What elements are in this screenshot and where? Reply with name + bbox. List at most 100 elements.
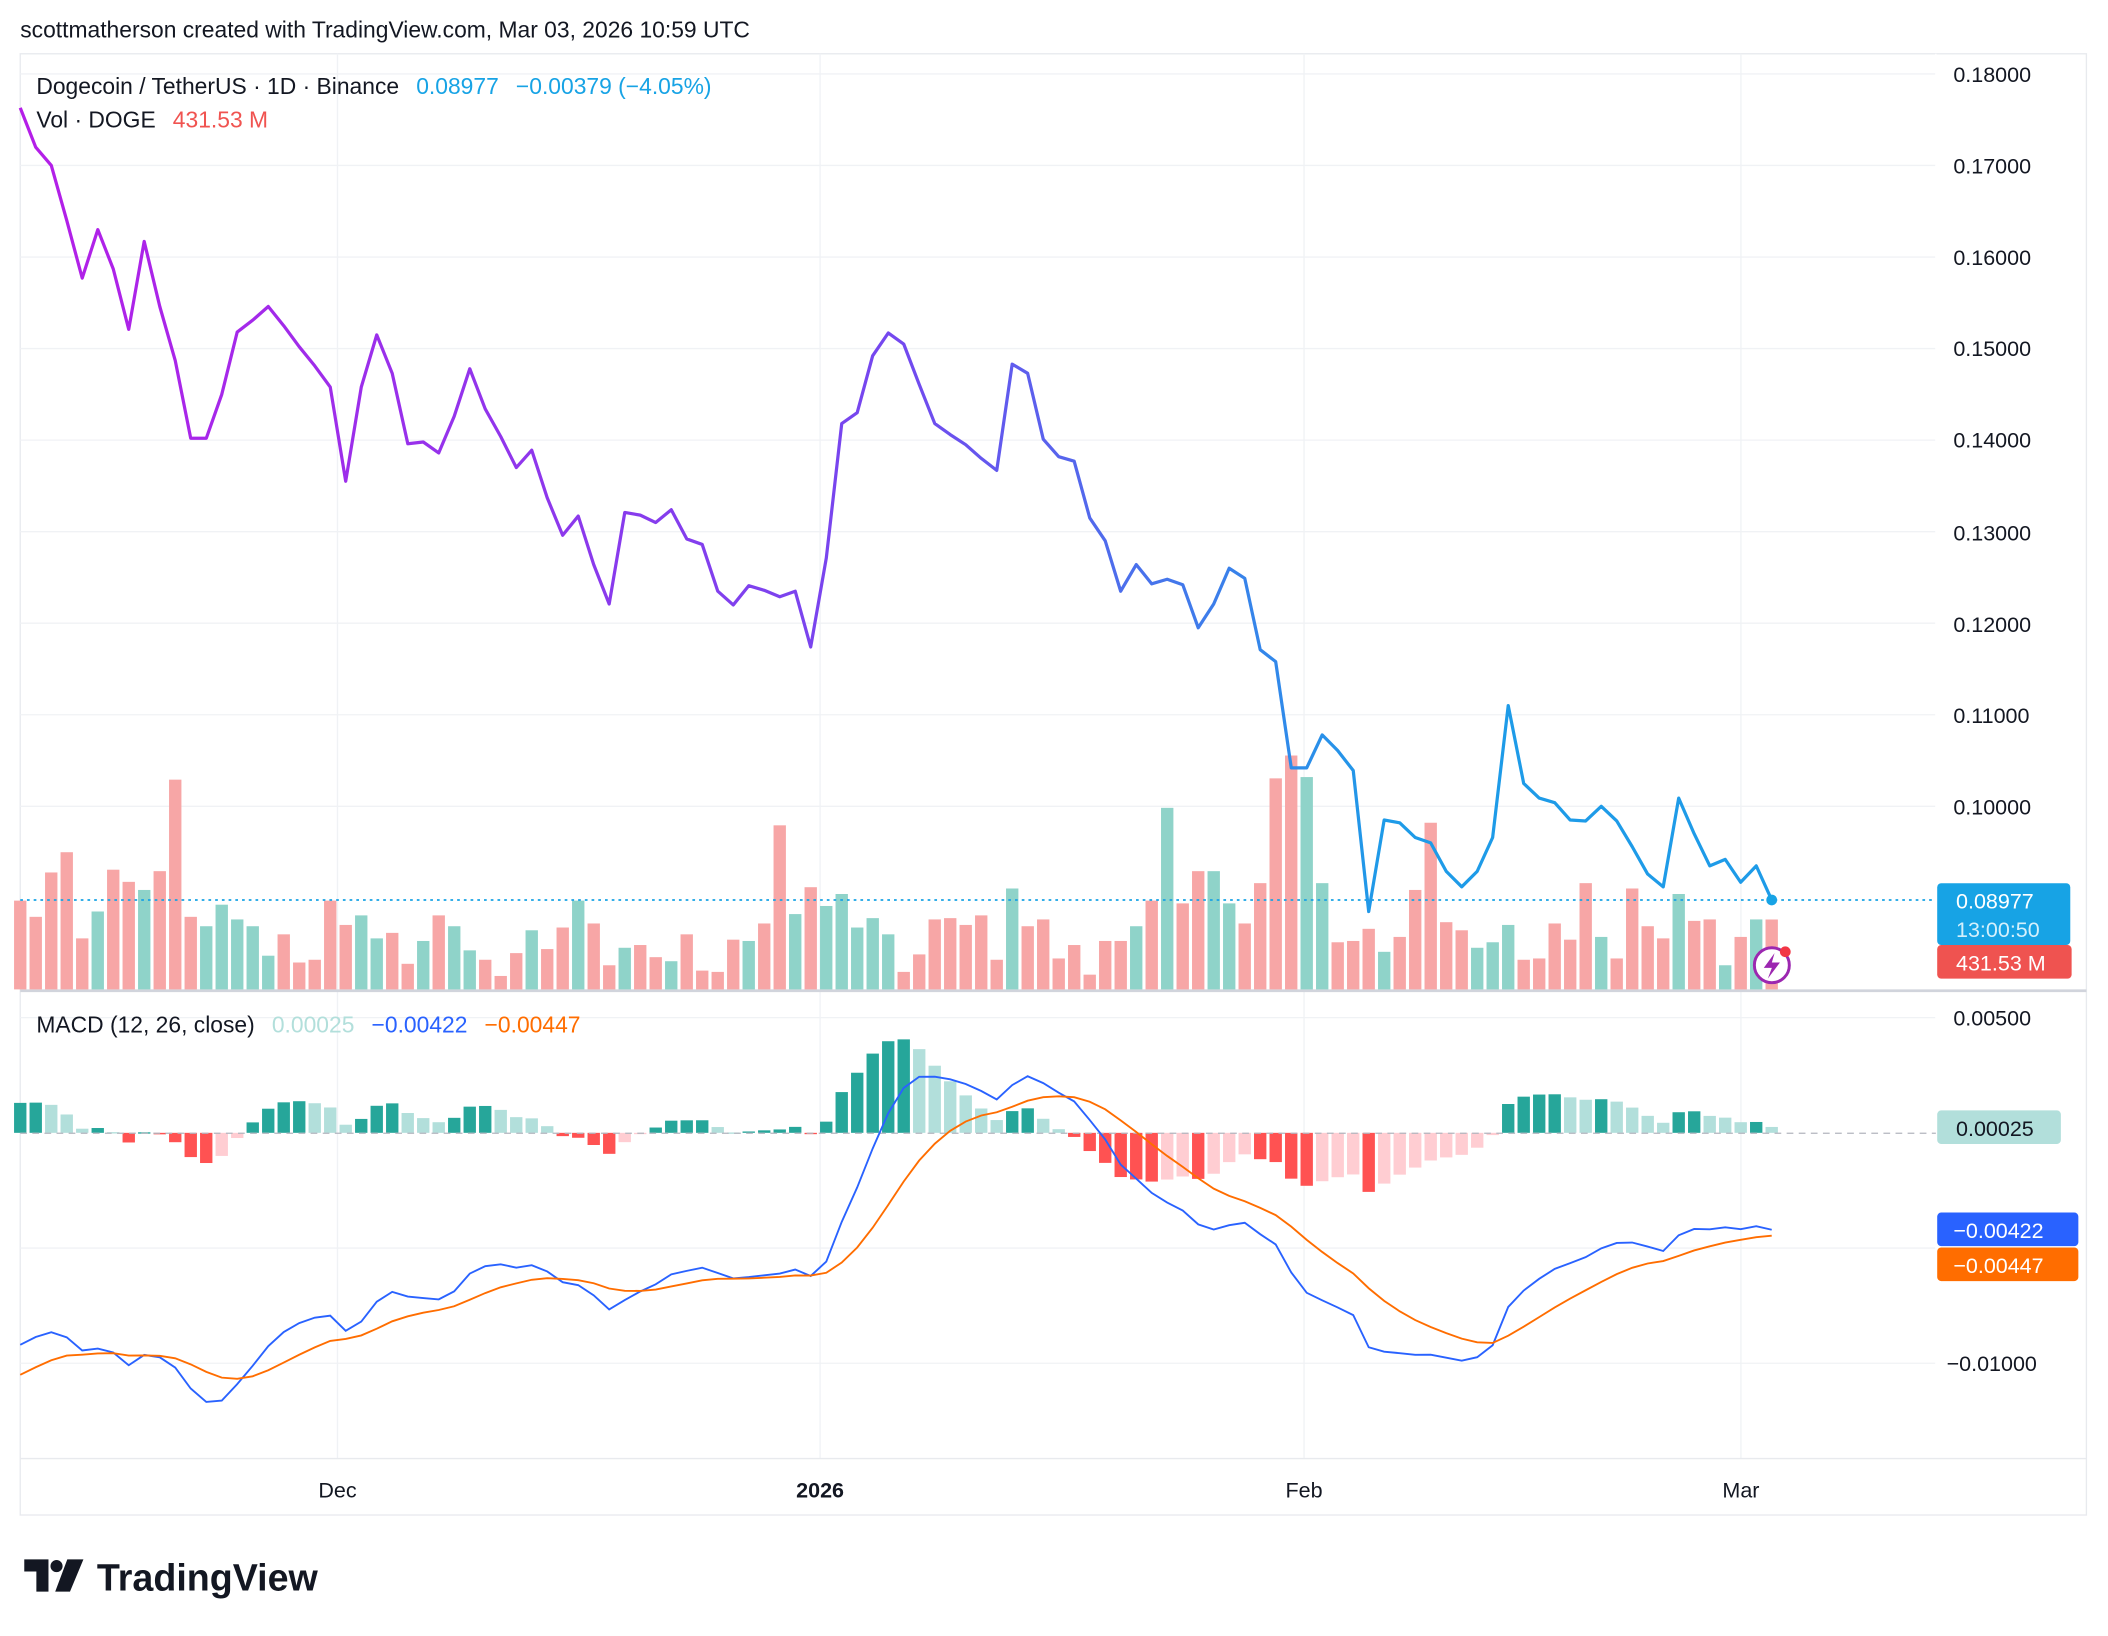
histogram-bar bbox=[587, 1132, 600, 1145]
volume-bar bbox=[1471, 947, 1484, 990]
histogram-bar bbox=[742, 1131, 755, 1133]
hist-label: 0.00025 bbox=[1937, 1110, 2061, 1144]
histogram-bar bbox=[1455, 1132, 1468, 1155]
macd-axis[interactable]: 0.00500 −0.01000 bbox=[1947, 1007, 2037, 1376]
histogram-bar bbox=[1750, 1121, 1763, 1133]
volume-bar bbox=[1564, 939, 1577, 990]
histogram-bar bbox=[200, 1132, 213, 1164]
histogram-bar bbox=[1595, 1099, 1608, 1133]
histogram-bar bbox=[1610, 1101, 1623, 1133]
time-axis[interactable]: Dec 2026 Feb Mar bbox=[318, 1479, 1759, 1503]
hist-label-text: 0.00025 bbox=[1956, 1117, 2034, 1141]
volume-bar bbox=[1300, 777, 1313, 990]
volume-bar bbox=[29, 916, 42, 990]
volume-value: 431.53 M bbox=[173, 107, 268, 133]
histogram-bar bbox=[913, 1049, 926, 1133]
grid bbox=[20, 53, 1937, 1459]
last-price-text: 0.08977 bbox=[1956, 890, 2034, 914]
volume-bar bbox=[1734, 936, 1747, 990]
time-tick: 2026 bbox=[796, 1479, 844, 1503]
volume-bar bbox=[479, 959, 492, 990]
volume-bar bbox=[1440, 922, 1453, 990]
volume-bar bbox=[122, 881, 135, 990]
price-tick: 0.17000 bbox=[1953, 154, 2031, 178]
volume-bar bbox=[789, 914, 802, 990]
volume-bar bbox=[448, 926, 461, 990]
logo-text: TradingView bbox=[97, 1556, 319, 1598]
volume-label-text: 431.53 M bbox=[1956, 952, 2046, 976]
histogram-bar bbox=[246, 1122, 259, 1133]
svg-text:Dogecoin / TetherUS · 1D · Bin: Dogecoin / TetherUS · 1D · Binance 0.089… bbox=[36, 73, 711, 99]
volume-bar bbox=[649, 957, 662, 990]
histogram-bar bbox=[262, 1108, 275, 1133]
volume-bar bbox=[804, 887, 817, 990]
volume-bar bbox=[169, 779, 182, 990]
histogram-bar bbox=[60, 1114, 73, 1133]
volume-bar bbox=[246, 926, 259, 990]
histogram-bar bbox=[1316, 1132, 1329, 1182]
price-legend[interactable]: Dogecoin / TetherUS · 1D · Binance 0.089… bbox=[36, 73, 711, 133]
volume-bar bbox=[494, 975, 507, 990]
histogram-bar bbox=[1362, 1132, 1375, 1192]
signal-label: −0.00447 bbox=[1937, 1247, 2079, 1282]
histogram-bar bbox=[1099, 1132, 1112, 1163]
signal-label-text: −0.00447 bbox=[1953, 1254, 2043, 1278]
histogram-bar bbox=[866, 1053, 879, 1133]
volume-bar bbox=[1331, 942, 1344, 990]
histogram-bar bbox=[1564, 1097, 1577, 1133]
volume-bar bbox=[634, 945, 647, 990]
chart-frame bbox=[19, 53, 2088, 1516]
histogram-bar bbox=[355, 1118, 368, 1133]
histogram-bar bbox=[231, 1132, 244, 1139]
histogram-bar bbox=[572, 1132, 585, 1138]
histogram-bar bbox=[603, 1132, 616, 1154]
volume-bar bbox=[1006, 888, 1019, 990]
histogram-bar bbox=[169, 1132, 182, 1143]
volume-bar bbox=[618, 947, 631, 990]
symbol-title: Dogecoin / TetherUS · 1D · Binance bbox=[36, 73, 399, 99]
volume-bar bbox=[231, 919, 244, 990]
histogram-bar bbox=[649, 1127, 662, 1133]
volume-bar bbox=[401, 963, 414, 990]
histogram-bar bbox=[293, 1101, 306, 1133]
histogram-bar bbox=[1006, 1111, 1019, 1133]
macd-legend[interactable]: MACD (12, 26, close) 0.00025 −0.00422 −0… bbox=[36, 1011, 580, 1037]
volume-bar bbox=[1068, 945, 1081, 990]
last-price-dot bbox=[1766, 894, 1778, 906]
histogram-bar bbox=[448, 1117, 461, 1133]
histogram-bar bbox=[386, 1103, 399, 1133]
macd-line bbox=[19, 1075, 1772, 1403]
histogram-bar bbox=[835, 1092, 848, 1133]
volume-bar bbox=[1083, 974, 1096, 990]
histogram-bar bbox=[1765, 1126, 1778, 1133]
tradingview-logo[interactable]: TradingView bbox=[24, 1556, 319, 1598]
histogram-bar bbox=[215, 1132, 228, 1156]
price-tick: 0.11000 bbox=[1953, 704, 2029, 728]
volume-bar bbox=[1393, 936, 1406, 990]
volume-bar bbox=[184, 916, 197, 990]
volume-bar bbox=[742, 940, 755, 990]
histogram-bar bbox=[45, 1104, 58, 1133]
lightning-icon[interactable] bbox=[1752, 946, 1791, 985]
volume-bar bbox=[153, 871, 166, 990]
macd-tick: −0.01000 bbox=[1947, 1352, 2037, 1376]
histogram-bar bbox=[494, 1109, 507, 1133]
volume-bar bbox=[1378, 951, 1391, 990]
macd-label-text: −0.00422 bbox=[1953, 1219, 2043, 1243]
price-tick: 0.13000 bbox=[1953, 521, 2031, 545]
histogram-bar bbox=[618, 1132, 631, 1143]
histogram-bar bbox=[370, 1105, 383, 1133]
time-tick: Dec bbox=[318, 1479, 356, 1503]
macd-hist-value: 0.00025 bbox=[272, 1011, 355, 1037]
histogram-bar bbox=[308, 1103, 321, 1133]
histogram-bar bbox=[1254, 1132, 1267, 1160]
volume-bar bbox=[14, 900, 27, 990]
volume-bar bbox=[1176, 903, 1189, 990]
volume-bar bbox=[432, 915, 445, 990]
histogram-bar bbox=[277, 1102, 290, 1133]
histogram-bar bbox=[1440, 1132, 1453, 1158]
volume-bar bbox=[1533, 958, 1546, 990]
price-axis[interactable]: 0.18000 0.17000 0.16000 0.15000 0.14000 … bbox=[1953, 63, 2031, 820]
histogram-bar bbox=[773, 1129, 786, 1133]
macd-line-value: −0.00422 bbox=[372, 1011, 468, 1037]
